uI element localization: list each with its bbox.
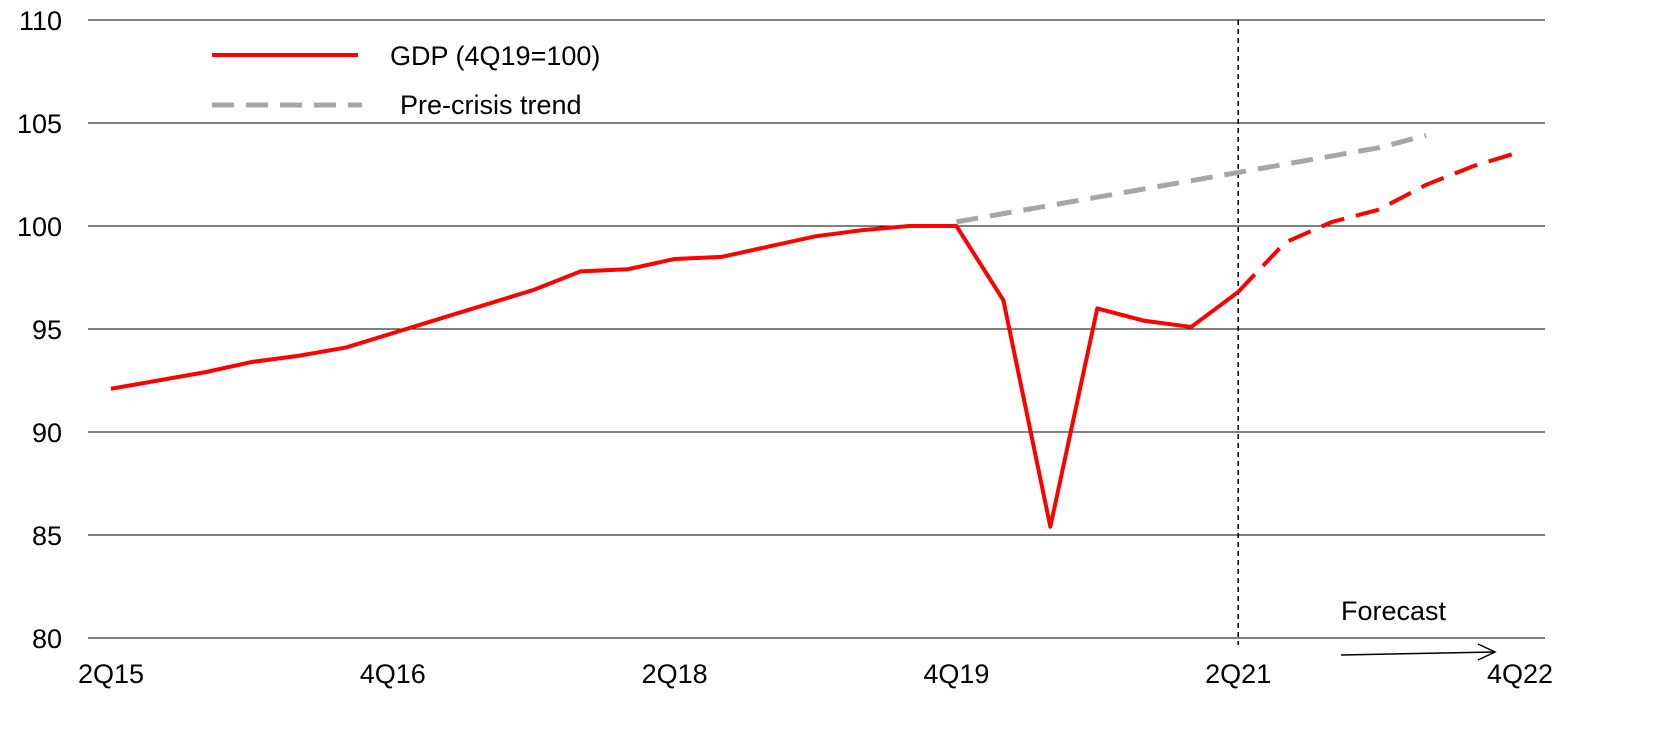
gridlines	[88, 19, 1545, 639]
y-tick-label: 90	[32, 418, 62, 448]
y-tick-label: 80	[32, 624, 62, 654]
y-tick-label: 95	[32, 315, 62, 345]
forecast-annotation-label: Forecast	[1341, 596, 1447, 626]
x-tick-label: 2Q15	[78, 659, 144, 689]
annotations: Forecast	[1340, 596, 1497, 661]
y-tick-label: 110	[19, 6, 62, 36]
y-tick-label: 85	[32, 521, 62, 551]
legend: GDP (4Q19=100) Pre-crisis trend	[212, 41, 600, 120]
legend-label-gdp: GDP (4Q19=100)	[390, 41, 600, 71]
y-tick-label: 105	[17, 109, 62, 139]
x-tick-label: 4Q19	[923, 659, 989, 689]
legend-label-trend: Pre-crisis trend	[400, 90, 582, 120]
gdp-forecast-line	[1236, 149, 1521, 294]
gdp-series-line	[110, 224, 1240, 529]
y-tick-label: 100	[17, 212, 62, 242]
x-tick-label: 4Q16	[360, 659, 426, 689]
x-axis-tick-labels: 2Q15 4Q16 2Q18 4Q19 2Q21 4Q22	[78, 659, 1553, 689]
x-tick-label: 2Q18	[642, 659, 708, 689]
forecast-arrow-head	[1477, 643, 1497, 661]
pre-crisis-trend-line	[955, 132, 1427, 225]
x-tick-label: 2Q21	[1205, 659, 1271, 689]
x-tick-label: 4Q22	[1487, 659, 1553, 689]
y-axis-tick-labels: 80 85 90 95 100 105 110	[17, 6, 62, 654]
forecast-arrow-shaft	[1340, 651, 1496, 656]
series-lines	[110, 132, 1521, 529]
